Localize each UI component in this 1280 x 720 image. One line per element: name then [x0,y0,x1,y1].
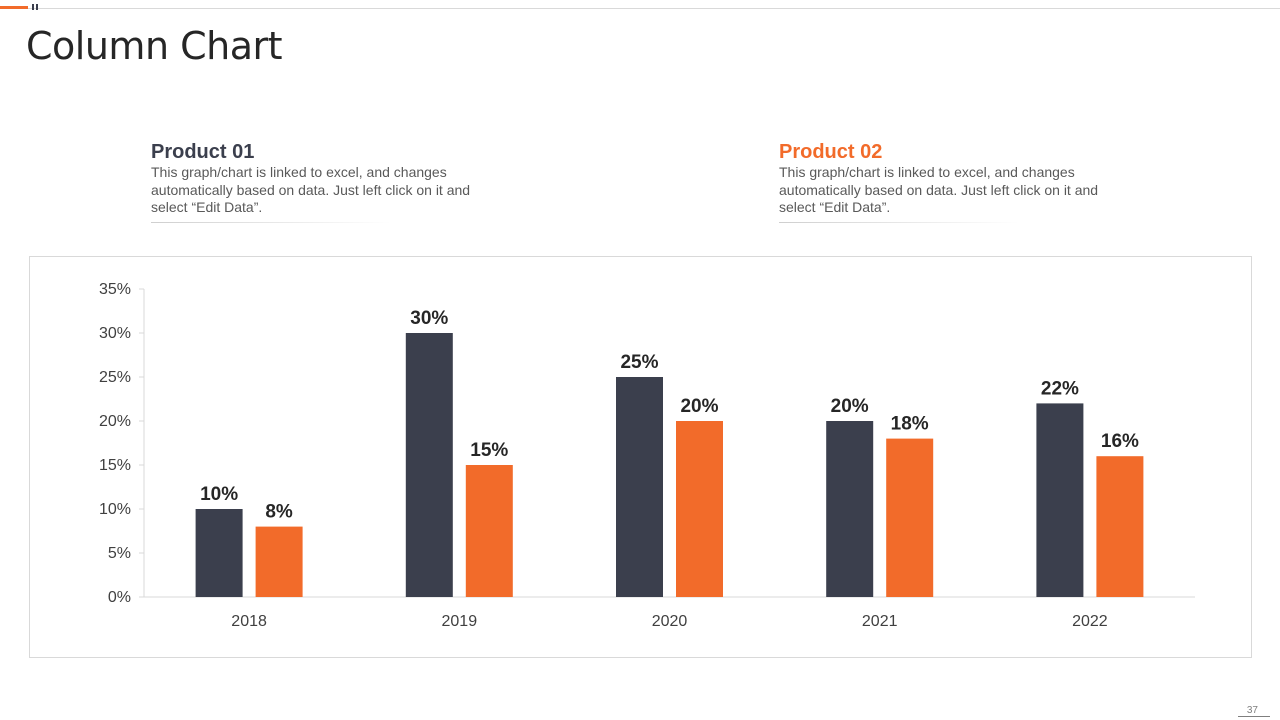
data-label: 20% [680,396,718,417]
y-tick-label: 5% [108,545,131,562]
bar-product-02 [465,465,513,597]
bar-product-02 [255,526,303,597]
y-tick-label: 35% [99,281,131,298]
data-label: 30% [410,308,448,329]
chart-frame[interactable]: 0% 5% 10% 15% 20% 25% 30% 35% 10% 8% 2018 30% 15% 201… [29,256,1252,658]
data-label: 22% [1041,378,1079,399]
data-label: 10% [200,484,238,505]
top-marker-icon [32,4,38,10]
legend-product-02-rule [779,221,1019,223]
slide-title: Column Chart [26,24,283,68]
data-label: 15% [470,440,508,461]
bar-product-01 [1036,403,1084,597]
data-label: 16% [1101,431,1139,452]
y-tick-label: 25% [99,369,131,386]
bar-product-02 [1096,456,1144,597]
y-tick-label: 10% [99,501,131,518]
legend-product-02-description: This graph/chart is linked to excel, and… [779,164,1099,215]
y-tick-label: 15% [99,457,131,474]
top-accent-bar [0,6,28,9]
legend-product-01-rule [151,221,391,223]
legend-product-02-name: Product 02 [779,141,883,163]
page-number-underline [1238,716,1270,717]
x-tick-label: 2019 [442,613,478,630]
y-tick-label: 0% [108,589,131,606]
x-tick-label: 2018 [231,613,267,630]
x-tick-label: 2022 [1072,613,1108,630]
data-label: 20% [831,396,869,417]
bar-product-01 [826,421,874,597]
bar-product-02 [676,421,723,597]
legend-product-01-name: Product 01 [151,141,255,163]
y-tick-label: 30% [99,325,131,342]
bar-product-01 [195,509,243,597]
data-label: 25% [620,352,658,373]
column-chart[interactable]: 0% 5% 10% 15% 20% 25% 30% 35% 10% 8% 2018 30% 15% 201… [30,257,1253,659]
bar-product-01 [616,377,663,597]
data-label: 8% [265,502,293,523]
legend-product-01-description: This graph/chart is linked to excel, and… [151,164,471,215]
legend-product-02: Product 02 This graph/chart is linked to… [779,140,1139,223]
data-label: 18% [891,414,929,435]
y-tick-label: 20% [99,413,131,430]
top-divider [0,8,1280,9]
x-tick-label: 2021 [862,613,898,630]
legend-product-01: Product 01 This graph/chart is linked to… [151,140,511,223]
page-number: 37 [1246,705,1258,716]
x-tick-label: 2020 [652,613,688,630]
bar-product-02 [886,438,934,597]
bar-product-01 [405,333,453,597]
